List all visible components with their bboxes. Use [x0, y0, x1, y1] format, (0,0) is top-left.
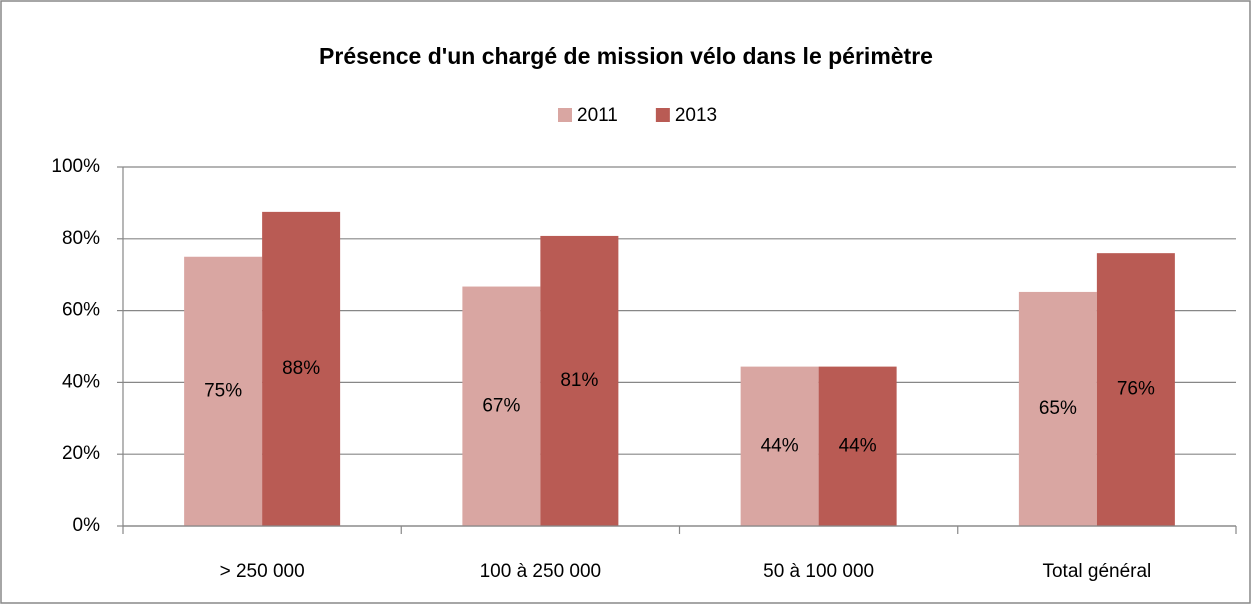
- bar: [1096, 253, 1175, 526]
- legend-label: 2013: [675, 105, 717, 126]
- y-tick-label: 100%: [51, 156, 100, 177]
- data-label: 76%: [1117, 379, 1155, 400]
- legend-label: 2011: [577, 105, 618, 126]
- data-label: 75%: [204, 380, 242, 401]
- legend-swatch: [558, 108, 572, 122]
- data-label: 81%: [560, 370, 598, 391]
- y-tick-label: 60%: [62, 300, 100, 321]
- data-label: 44%: [839, 435, 877, 456]
- bar: [262, 211, 341, 526]
- x-tick-label: > 250 000: [220, 561, 305, 582]
- chart-title: Présence d'un chargé de mission vélo dan…: [319, 43, 933, 69]
- bar: [818, 366, 897, 526]
- x-tick-label: Total général: [1042, 561, 1151, 582]
- x-tick-label: 50 à 100 000: [763, 561, 874, 582]
- bar: [462, 286, 541, 526]
- data-label: 44%: [761, 435, 799, 456]
- data-label: 88%: [282, 358, 320, 379]
- y-tick-label: 0%: [73, 515, 101, 536]
- bar: [740, 366, 819, 526]
- data-label: 65%: [1039, 398, 1077, 419]
- bar: [1018, 291, 1097, 526]
- bar: [540, 235, 619, 527]
- data-label: 67%: [482, 395, 520, 416]
- bar: [184, 256, 263, 526]
- x-tick-label: 100 à 250 000: [480, 561, 602, 582]
- y-tick-label: 40%: [62, 371, 100, 392]
- legend-swatch: [655, 108, 670, 122]
- y-tick-label: 80%: [62, 228, 100, 249]
- y-tick-label: 20%: [62, 443, 100, 464]
